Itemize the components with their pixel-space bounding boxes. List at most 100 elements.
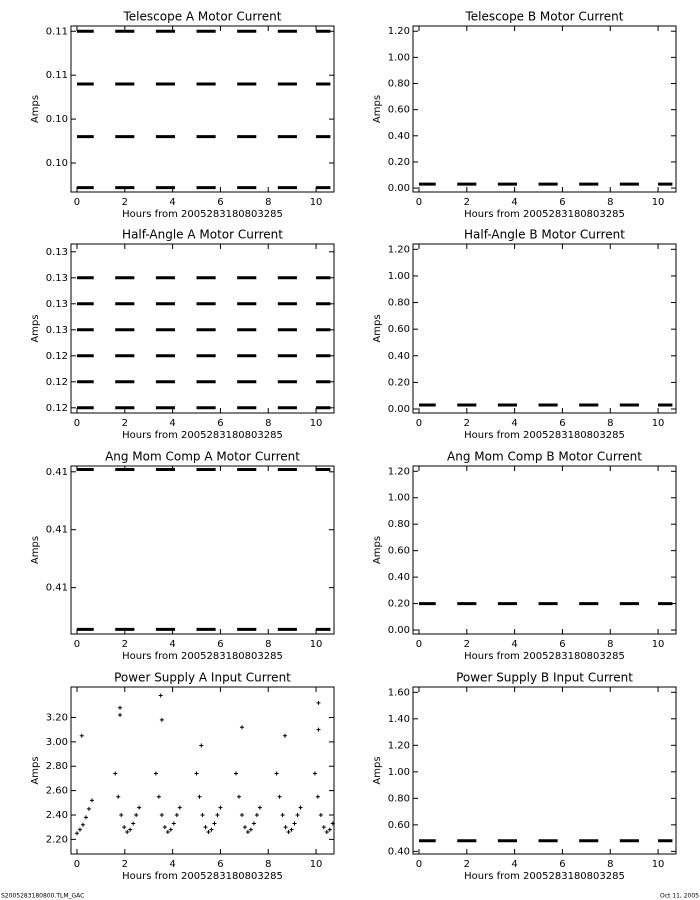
data-point: [197, 794, 202, 799]
y-tick-label: 0.41: [46, 467, 68, 478]
data-point: [274, 771, 279, 776]
x-tick-label: 8: [265, 197, 271, 208]
data-point: [177, 805, 182, 810]
x-tick-label: 8: [607, 859, 613, 870]
data-point: [159, 812, 164, 817]
data-point: [131, 821, 136, 826]
x-tick-label: 10: [310, 639, 323, 650]
y-tick-label: 1.20: [388, 26, 410, 37]
y-tick-label: 0.12: [46, 377, 68, 388]
x-tick-label: 10: [652, 418, 665, 429]
y-axis-label: Amps: [30, 314, 41, 342]
x-tick-label: 6: [559, 859, 565, 870]
data-point: [324, 830, 329, 835]
data-point: [128, 827, 133, 832]
x-axis-label: Hours from 2005283180803285: [464, 430, 625, 441]
y-tick-label: 1.40: [388, 714, 410, 725]
y-tick-label: 0.41: [46, 525, 68, 536]
y-tick-label: 1.20: [388, 740, 410, 751]
data-point: [327, 827, 332, 832]
data-point: [174, 812, 179, 817]
x-tick-label: 2: [122, 197, 128, 208]
x-tick-label: 2: [464, 639, 470, 650]
y-tick-label: 0.13: [46, 325, 68, 336]
x-tick-label: 2: [122, 418, 128, 429]
y-tick-label: 1.00: [388, 52, 410, 63]
y-axis-label: Amps: [30, 756, 41, 784]
data-point: [215, 812, 220, 817]
data-point: [153, 771, 158, 776]
y-tick-label: 0.11: [46, 26, 68, 37]
data-point: [286, 830, 291, 835]
y-axis-label: Amps: [372, 314, 383, 342]
y-tick-label: 0.60: [388, 324, 410, 335]
data-point: [280, 812, 285, 817]
data-point: [162, 825, 167, 830]
x-tick-label: 8: [607, 639, 613, 650]
x-tick-label: 10: [310, 197, 323, 208]
data-point: [171, 821, 176, 826]
y-axis-label: Amps: [30, 95, 41, 123]
data-point: [159, 717, 164, 722]
x-tick-label: 10: [652, 197, 665, 208]
y-tick-label: 0.80: [388, 298, 410, 309]
data-point: [298, 805, 303, 810]
y-tick-label: 1.20: [388, 466, 410, 477]
data-point: [236, 794, 241, 799]
data-point: [254, 812, 259, 817]
x-axis-label: Hours from 2005283180803285: [464, 651, 625, 662]
y-tick-label: 3.20: [46, 712, 68, 723]
plot-frame: [70, 243, 335, 414]
x-tick-label: 8: [607, 418, 613, 429]
y-tick-label: 1.00: [388, 767, 410, 778]
data-point: [203, 825, 208, 830]
data-point: [292, 821, 297, 826]
data-point: [168, 827, 173, 832]
chart-title: Power Supply B Input Current: [456, 671, 633, 685]
x-tick-label: 4: [169, 418, 175, 429]
footer-right: Oct 11, 2005: [660, 893, 699, 900]
y-tick-label: 0.13: [46, 273, 68, 284]
plot-frame: [412, 465, 677, 635]
x-tick-label: 8: [265, 639, 271, 650]
y-tick-label: 0.40: [388, 131, 410, 142]
y-tick-label: 0.80: [388, 519, 410, 530]
x-tick-label: 0: [416, 418, 422, 429]
data-point: [83, 815, 88, 820]
y-tick-label: 0.60: [388, 546, 410, 557]
data-point: [119, 812, 124, 817]
x-tick-label: 6: [217, 418, 223, 429]
data-point: [206, 830, 211, 835]
x-tick-label: 0: [416, 197, 422, 208]
data-point: [134, 812, 139, 817]
y-tick-label: 0.12: [46, 403, 68, 414]
data-point: [199, 743, 204, 748]
data-point: [116, 794, 121, 799]
y-axis-label: Amps: [372, 536, 383, 564]
x-tick-label: 0: [74, 639, 80, 650]
data-point: [277, 794, 282, 799]
y-tick-label: 0.40: [388, 572, 410, 583]
x-tick-label: 2: [464, 859, 470, 870]
plot-frame: [70, 465, 335, 635]
data-point: [125, 830, 130, 835]
x-tick-label: 2: [464, 197, 470, 208]
y-tick-label: 3.00: [46, 737, 68, 748]
data-point: [118, 705, 123, 710]
y-tick-label: 0.12: [46, 351, 68, 362]
data-point: [165, 830, 170, 835]
x-tick-label: 6: [217, 859, 223, 870]
y-tick-label: 1.20: [388, 244, 410, 255]
data-point: [257, 805, 262, 810]
x-tick-label: 10: [652, 859, 665, 870]
y-tick-label: 0.40: [388, 846, 410, 857]
data-point: [295, 812, 300, 817]
data-point: [218, 805, 223, 810]
data-point: [79, 733, 84, 738]
y-tick-label: 0.80: [388, 79, 410, 90]
data-point: [194, 771, 199, 776]
x-axis-label: Hours from 2005283180803285: [122, 871, 283, 882]
